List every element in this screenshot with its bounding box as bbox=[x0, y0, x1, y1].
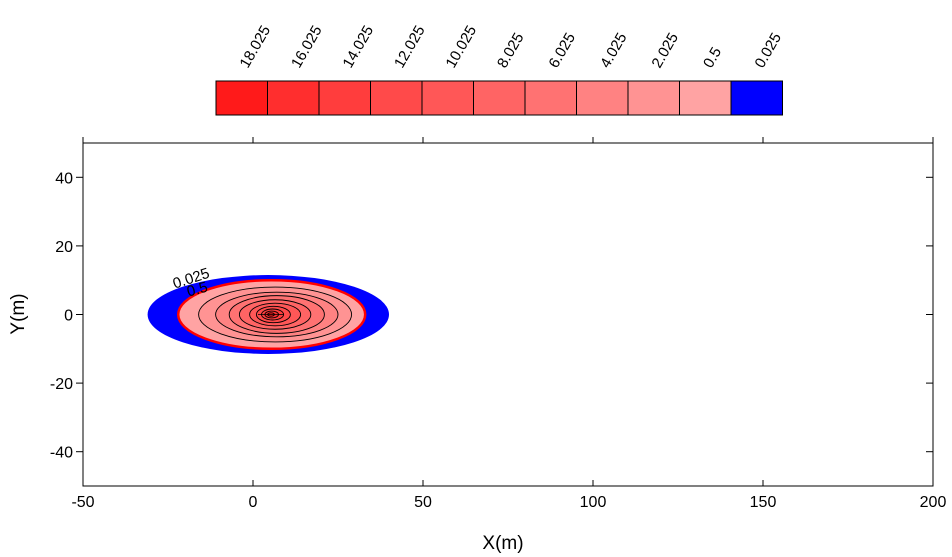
legend-swatch bbox=[421, 80, 474, 116]
legend-label: 14.025 bbox=[339, 23, 377, 71]
legend-swatch bbox=[318, 80, 371, 116]
legend-swatch bbox=[524, 80, 577, 116]
x-tick-label: -50 bbox=[71, 494, 94, 511]
legend-swatch bbox=[730, 80, 783, 116]
legend-swatch bbox=[370, 80, 423, 116]
legend-label: 6.025 bbox=[545, 30, 578, 71]
legend-label: 0.5 bbox=[700, 44, 725, 71]
x-tick-label: 0 bbox=[249, 494, 258, 511]
legend-swatch bbox=[215, 80, 268, 116]
y-tick-label: 0 bbox=[64, 308, 73, 325]
x-tick-label: 50 bbox=[414, 494, 432, 511]
legend-swatch bbox=[267, 80, 320, 116]
legend-swatch bbox=[627, 80, 680, 116]
legend-label: 10.025 bbox=[442, 23, 480, 71]
legend-label: 2.025 bbox=[648, 30, 681, 71]
legend-label: 12.025 bbox=[391, 23, 429, 71]
x-tick-label: 150 bbox=[750, 494, 777, 511]
legend-label: 4.025 bbox=[597, 30, 630, 71]
contour-label: 0.5 bbox=[185, 279, 210, 301]
y-tick-label: 40 bbox=[55, 170, 73, 187]
y-tick-label: -40 bbox=[50, 445, 73, 462]
color-legend: 18.025 16.025 14.025 12.025 10.025 8.025 6.025… bbox=[215, 23, 785, 116]
x-axis-label: X(m) bbox=[482, 533, 523, 554]
legend-label: 16.025 bbox=[288, 23, 326, 71]
legend-swatch bbox=[576, 80, 629, 116]
legend-label: 18.025 bbox=[236, 23, 274, 71]
y-axis-label: Y(m) bbox=[8, 293, 29, 334]
legend-label: 8.025 bbox=[494, 30, 527, 71]
legend-swatch bbox=[679, 80, 732, 116]
legend-swatch bbox=[473, 80, 526, 116]
y-tick-label: -20 bbox=[50, 376, 73, 393]
x-tick-label: 100 bbox=[580, 494, 607, 511]
legend-label: 0.025 bbox=[751, 30, 784, 71]
x-tick-label: 200 bbox=[920, 494, 947, 511]
y-tick-label: 20 bbox=[55, 239, 73, 256]
